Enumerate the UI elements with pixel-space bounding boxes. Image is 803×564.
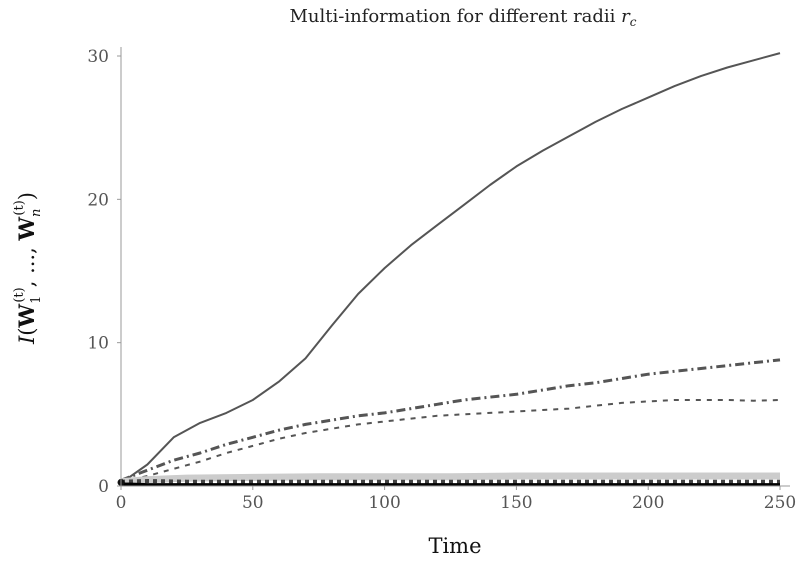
y-tick-label: 30 — [87, 47, 109, 67]
chart-title: Multi-information for different radii rc — [289, 6, 636, 29]
y-tick-label: 10 — [87, 334, 109, 354]
x-tick-label: 50 — [242, 493, 264, 513]
x-axis-label: Time — [428, 534, 481, 558]
chart-title-sub: c — [630, 15, 637, 29]
chart-title-text: Multi-information for different radii — [289, 6, 621, 27]
y-axis-label-text: I(W1(t), ..., Wn(t)) — [12, 192, 44, 345]
series-line-5 — [120, 479, 780, 484]
series-line-2 — [120, 358, 781, 482]
x-axis-ticks: 0 50 100 150 200 250 — [116, 486, 796, 513]
y-axis-label: I(W1(t), ..., Wn(t)) — [12, 192, 44, 345]
x-tick-label: 250 — [764, 493, 796, 513]
y-axis-ticks: 0 10 20 30 — [87, 47, 121, 497]
x-tick-label: 100 — [368, 493, 400, 513]
x-tick-label: 0 — [116, 493, 127, 513]
series-line-3 — [120, 399, 781, 483]
y-tick-label: 20 — [87, 190, 109, 210]
chart-title-var: r — [621, 6, 631, 27]
series-line-4 — [120, 472, 780, 486]
series-line-6 — [120, 482, 780, 487]
y-tick-label: 0 — [98, 477, 109, 497]
x-tick-label: 200 — [632, 493, 664, 513]
plot-area — [117, 52, 781, 487]
x-tick-label: 150 — [500, 493, 532, 513]
series-line-1 — [120, 52, 781, 484]
